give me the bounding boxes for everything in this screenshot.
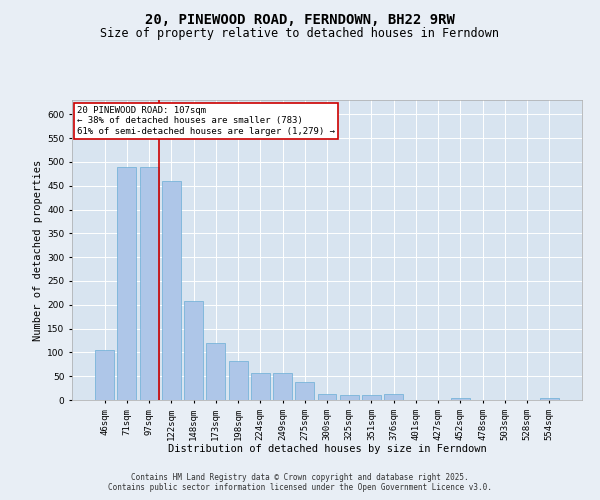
Bar [206,343,225,400]
Text: 20, PINEWOOD ROAD, FERNDOWN, BH22 9RW: 20, PINEWOOD ROAD, FERNDOWN, BH22 9RW [145,12,455,26]
Bar [317,394,337,400]
Bar [273,373,292,400]
Y-axis label: Number of detached properties: Number of detached properties [33,160,43,340]
Bar [362,395,381,400]
Bar [251,373,270,400]
Bar [384,394,403,400]
Bar [540,398,559,400]
Bar [184,302,203,400]
Bar [340,395,359,400]
Text: Size of property relative to detached houses in Ferndown: Size of property relative to detached ho… [101,28,499,40]
Bar [451,398,470,400]
X-axis label: Distribution of detached houses by size in Ferndown: Distribution of detached houses by size … [167,444,487,454]
Bar [118,166,136,400]
Bar [229,361,248,400]
Bar [95,350,114,400]
Bar [140,166,158,400]
Text: Contains HM Land Registry data © Crown copyright and database right 2025.
Contai: Contains HM Land Registry data © Crown c… [108,473,492,492]
Text: 20 PINEWOOD ROAD: 107sqm
← 38% of detached houses are smaller (783)
61% of semi-: 20 PINEWOOD ROAD: 107sqm ← 38% of detach… [77,106,335,136]
Bar [162,181,181,400]
Bar [295,382,314,400]
